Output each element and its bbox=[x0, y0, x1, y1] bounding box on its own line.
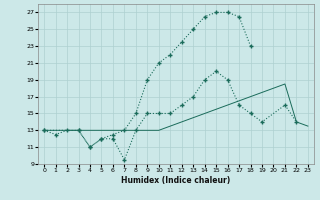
X-axis label: Humidex (Indice chaleur): Humidex (Indice chaleur) bbox=[121, 176, 231, 185]
